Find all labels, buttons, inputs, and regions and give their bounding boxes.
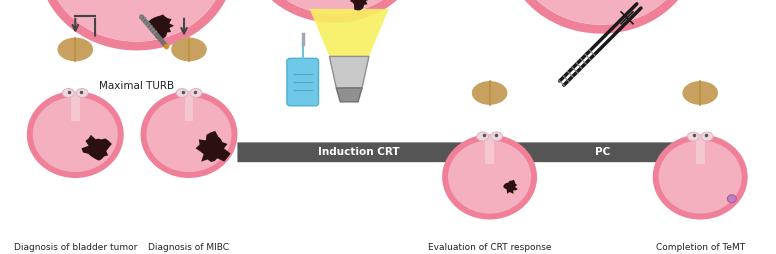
FancyBboxPatch shape xyxy=(287,58,318,106)
Text: Completion of TeMT: Completion of TeMT xyxy=(656,243,745,252)
Text: Maximal TURB: Maximal TURB xyxy=(99,81,174,91)
Bar xyxy=(185,91,193,121)
Polygon shape xyxy=(260,0,409,14)
Ellipse shape xyxy=(147,97,231,172)
Polygon shape xyxy=(520,0,677,25)
Ellipse shape xyxy=(33,97,118,172)
Polygon shape xyxy=(329,56,369,88)
Text: Induction CRT: Induction CRT xyxy=(318,147,400,157)
Ellipse shape xyxy=(27,91,123,178)
Ellipse shape xyxy=(62,88,74,97)
Ellipse shape xyxy=(442,134,537,219)
Bar xyxy=(696,134,705,164)
Ellipse shape xyxy=(659,140,742,214)
Text: PC: PC xyxy=(595,147,611,157)
Text: Diagnosis of bladder tumor: Diagnosis of bladder tumor xyxy=(14,243,137,252)
Ellipse shape xyxy=(472,81,508,105)
Ellipse shape xyxy=(57,38,93,61)
Polygon shape xyxy=(336,88,362,102)
Polygon shape xyxy=(251,0,417,23)
Ellipse shape xyxy=(140,91,237,178)
Ellipse shape xyxy=(490,132,502,141)
Ellipse shape xyxy=(190,88,202,97)
Bar xyxy=(691,134,708,164)
Text: Diagnosis of MIBC: Diagnosis of MIBC xyxy=(148,243,230,252)
Ellipse shape xyxy=(176,88,188,97)
Ellipse shape xyxy=(702,132,713,141)
Bar xyxy=(481,134,498,164)
Ellipse shape xyxy=(76,88,88,97)
FancyArrow shape xyxy=(237,139,703,165)
Polygon shape xyxy=(148,14,174,39)
Polygon shape xyxy=(42,0,231,50)
Text: Evaluation of CRT response: Evaluation of CRT response xyxy=(428,243,551,252)
Ellipse shape xyxy=(727,195,736,203)
Polygon shape xyxy=(81,135,112,161)
Bar xyxy=(485,134,494,164)
Ellipse shape xyxy=(448,140,531,214)
Polygon shape xyxy=(511,0,684,34)
Ellipse shape xyxy=(171,38,206,61)
Bar xyxy=(71,91,80,121)
Bar xyxy=(181,91,197,121)
Polygon shape xyxy=(503,180,518,194)
Ellipse shape xyxy=(688,132,699,141)
Polygon shape xyxy=(50,0,223,41)
Polygon shape xyxy=(348,0,370,10)
Ellipse shape xyxy=(476,132,489,141)
Ellipse shape xyxy=(682,81,718,105)
Polygon shape xyxy=(310,9,389,56)
Ellipse shape xyxy=(653,134,747,219)
Polygon shape xyxy=(196,131,230,162)
Bar xyxy=(67,91,84,121)
